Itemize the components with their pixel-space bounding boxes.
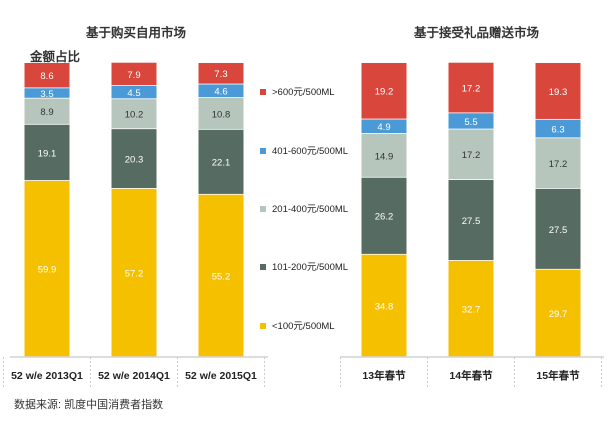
- category-label: 13年春节: [362, 369, 406, 382]
- bar-segment-100-500ml: [361, 254, 407, 357]
- legend-label: 101-200元/500ML: [272, 262, 348, 273]
- legend-label: <100元/500ML: [272, 321, 335, 332]
- data-label: 27.5: [462, 216, 481, 227]
- bar-segment-201-400-500ml: [448, 129, 494, 180]
- data-label: 29.7: [549, 309, 568, 320]
- data-label: 17.2: [462, 83, 481, 94]
- bar-segment-100-500ml: [448, 260, 494, 357]
- data-label: 27.5: [549, 225, 568, 236]
- legend-swatch: [260, 264, 266, 270]
- chart-right-title: 基于接受礼品赠送市场: [414, 26, 540, 40]
- data-label: 34.8: [375, 301, 394, 312]
- bar-segment-100-500ml: [535, 269, 581, 357]
- bar-segment-201-400-500ml: [361, 133, 407, 177]
- bar-segment-600-500ml: [448, 62, 494, 113]
- legend-swatch: [260, 206, 266, 212]
- category-label: 52 w/e 2013Q1: [11, 370, 83, 382]
- data-label: 3.5: [40, 89, 53, 100]
- bar-segment-401-600-500ml: [535, 119, 581, 138]
- bar-segment-101-200-500ml: [535, 188, 581, 269]
- bar-segment-201-400-500ml: [535, 138, 581, 189]
- data-label: 19.3: [549, 87, 568, 98]
- data-label: 19.2: [375, 87, 394, 98]
- data-label: 8.6: [40, 71, 53, 82]
- category-label: 52 w/e 2014Q1: [98, 370, 170, 382]
- data-label: 8.9: [40, 107, 53, 118]
- bar-segment-600-500ml: [24, 63, 70, 88]
- data-label: 26.2: [375, 212, 394, 223]
- data-label: 7.3: [214, 69, 227, 80]
- bar-segment-101-200-500ml: [111, 129, 157, 189]
- data-label: 20.3: [125, 154, 144, 165]
- legend-label: 401-600元/500ML: [272, 146, 348, 157]
- bar-segment-100-500ml: [198, 194, 244, 357]
- bar-segment-201-400-500ml: [111, 99, 157, 129]
- bar-segment-600-500ml: [535, 63, 581, 119]
- data-label: 17.2: [462, 150, 481, 161]
- data-label: 55.2: [212, 271, 231, 282]
- bar-segment-401-600-500ml: [198, 84, 244, 98]
- bar-segment-401-600-500ml: [448, 113, 494, 129]
- data-label: 10.2: [125, 110, 144, 121]
- data-label: 57.2: [125, 268, 144, 279]
- chart-left-title: 基于购买自用市场: [86, 26, 187, 40]
- legend-label: >600元/500ML: [272, 87, 335, 98]
- data-label: 10.8: [212, 109, 231, 120]
- data-label: 5.5: [464, 117, 477, 128]
- data-label: 59.9: [38, 264, 57, 275]
- data-label: 14.9: [375, 151, 394, 162]
- data-label: 6.3: [551, 125, 564, 136]
- bar-segment-101-200-500ml: [448, 180, 494, 261]
- category-label: 52 w/e 2015Q1: [185, 370, 257, 382]
- data-label: 32.7: [462, 304, 481, 315]
- data-label: 17.2: [549, 159, 568, 170]
- bar-segment-101-200-500ml: [198, 129, 244, 194]
- bar-segment-401-600-500ml: [361, 119, 407, 134]
- legend-swatch: [260, 148, 266, 154]
- bar-segment-101-200-500ml: [24, 124, 70, 181]
- bar-segment-101-200-500ml: [361, 177, 407, 254]
- bar-segment-401-600-500ml: [111, 85, 157, 99]
- bar-segment-600-500ml: [111, 62, 157, 86]
- bar-segment-401-600-500ml: [24, 88, 70, 98]
- legend-label: 201-400元/500ML: [272, 204, 348, 215]
- bar-segment-201-400-500ml: [24, 98, 70, 124]
- bar-segment-100-500ml: [24, 180, 70, 357]
- data-label: 4.5: [127, 88, 140, 99]
- category-label: 14年春节: [449, 369, 493, 382]
- y-axis-label: 金额占比: [30, 50, 81, 64]
- category-label: 15年春节: [536, 369, 580, 382]
- data-label: 19.1: [38, 148, 57, 159]
- data-label: 4.6: [214, 87, 227, 98]
- data-label: 7.9: [127, 70, 140, 81]
- bar-segment-600-500ml: [361, 63, 407, 119]
- legend-swatch: [260, 89, 266, 95]
- data-label: 22.1: [212, 158, 231, 169]
- data-label: 4.9: [377, 122, 390, 133]
- bar-segment-201-400-500ml: [198, 97, 244, 129]
- source-note: 数据来源: 凯度中国消费者指数: [14, 399, 164, 411]
- bar-segment-100-500ml: [111, 188, 157, 357]
- legend-swatch: [260, 323, 266, 329]
- bar-segment-600-500ml: [198, 63, 244, 84]
